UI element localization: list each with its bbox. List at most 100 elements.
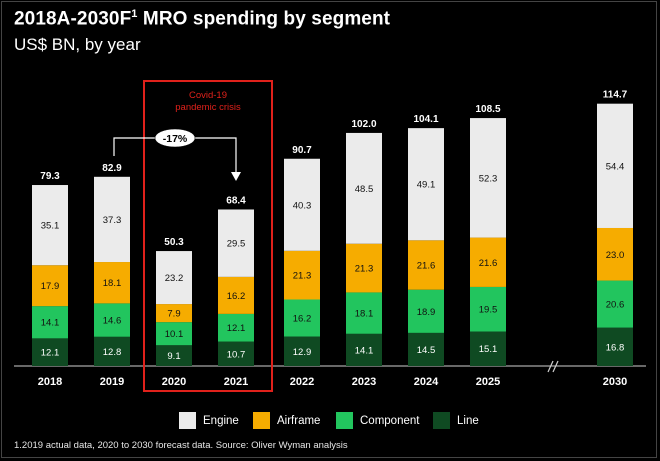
bar-segment-airframe-2020 [156,304,192,323]
axis-break-mark [547,360,559,373]
legend-airframe: Airframe [253,412,320,429]
bar-segment-engine-2020 [156,251,192,305]
legend-label-line: Line [457,414,479,427]
data-label-component-2022: 16.2 [293,314,312,325]
total-label-2018: 79.3 [40,171,60,182]
data-label-component-2018: 14.1 [41,318,60,329]
data-label-airframe-2025: 21.6 [479,258,498,269]
bar-segment-line-2019 [94,336,130,366]
bar-segment-line-2023 [346,333,382,366]
bar-segment-component-2030 [597,280,633,328]
legend-swatch-airframe [253,412,270,429]
total-label-2024: 104.1 [413,114,438,125]
bar-segment-component-2025 [470,286,506,332]
total-label-2022: 90.7 [292,145,312,156]
legend-swatch-line [433,412,450,429]
bar-segment-engine-2025 [470,118,506,238]
data-label-engine-2024: 49.1 [417,180,436,191]
data-label-engine-2021: 29.5 [227,239,246,250]
total-label-2021: 68.4 [226,195,246,206]
x-tick-label-2024: 2024 [414,376,439,388]
bar-segment-engine-2022 [284,158,320,251]
chart-title: 2018A-2030F1 MRO spending by segment [14,8,391,30]
bar-segment-line-2018 [32,338,68,366]
data-label-line-2020: 9.1 [167,351,180,362]
data-label-component-2019: 14.6 [103,316,122,327]
bar-segment-component-2018 [32,306,68,339]
data-label-component-2023: 18.1 [355,309,374,320]
footnote: 1.2019 actual data, 2020 to 2030 forecas… [14,440,348,451]
data-label-engine-2018: 35.1 [41,221,60,232]
bar-segment-airframe-2025 [470,237,506,287]
bar-segment-airframe-2022 [284,250,320,300]
bar-segment-line-2030 [597,327,633,366]
legend-engine: Engine [179,412,239,429]
legend-label-component: Component [360,414,420,427]
legend-label-airframe: Airframe [277,414,321,427]
x-tick-label-2023: 2023 [352,376,376,388]
data-label-engine-2019: 37.3 [103,215,122,226]
data-label-line-2021: 10.7 [227,349,246,360]
bar-segment-component-2021 [218,313,254,342]
bar-segment-airframe-2023 [346,243,382,293]
bar-segment-component-2022 [284,299,320,337]
data-label-line-2025: 15.1 [479,344,498,355]
legend-line: Line [433,412,479,429]
legend-label-engine: Engine [203,414,239,427]
data-label-engine-2030: 54.4 [606,161,625,172]
data-label-line-2024: 14.5 [417,345,436,356]
data-label-component-2020: 10.1 [165,329,184,340]
bar-segment-component-2023 [346,292,382,334]
x-tick-label-2018: 2018 [38,376,62,388]
covid-label-line1: Covid-19 [189,90,227,101]
data-label-component-2021: 12.1 [227,323,246,334]
data-label-engine-2023: 48.5 [355,184,374,195]
bar-segment-component-2024 [408,289,444,333]
covid-label-line2: pandemic crisis [175,102,241,113]
data-label-airframe-2018: 17.9 [41,281,60,292]
change-percent-label: -17% [163,133,188,145]
data-label-airframe-2024: 21.6 [417,261,436,272]
change-arrowhead [231,172,241,181]
data-label-airframe-2020: 7.9 [167,309,180,320]
legend-swatch-engine [179,412,196,429]
data-label-line-2022: 12.9 [293,347,312,358]
chart-subtitle: US$ BN, by year [14,35,141,54]
x-tick-label-2021: 2021 [224,376,248,388]
data-label-engine-2025: 52.3 [479,173,498,184]
bar-segment-line-2020 [156,345,192,366]
bar-segment-engine-2019 [94,176,130,263]
bar-segment-component-2020 [156,322,192,346]
data-label-line-2018: 12.1 [41,348,60,359]
data-label-engine-2022: 40.3 [293,200,312,211]
total-label-2023: 102.0 [351,119,376,130]
bar-segment-engine-2023 [346,132,382,244]
bar-segment-engine-2021 [218,209,254,277]
total-label-2020: 50.3 [164,237,184,248]
x-tick-label-2030: 2030 [603,376,627,388]
bar-segment-line-2025 [470,331,506,366]
bar-segment-airframe-2024 [408,240,444,290]
bar-segment-airframe-2018 [32,265,68,307]
data-label-line-2023: 14.1 [355,345,374,356]
data-label-airframe-2021: 16.2 [227,291,246,302]
data-label-component-2025: 19.5 [479,305,498,316]
data-label-airframe-2022: 21.3 [293,271,312,282]
data-label-line-2019: 12.8 [103,347,122,358]
data-label-airframe-2019: 18.1 [103,278,122,289]
bar-segment-airframe-2019 [94,262,130,304]
x-tick-label-2025: 2025 [476,376,500,388]
bar-segment-line-2022 [284,336,320,366]
legend-swatch-component [336,412,353,429]
x-tick-label-2022: 2022 [290,376,314,388]
bar-segment-engine-2030 [597,103,633,228]
bar-segment-airframe-2030 [597,227,633,281]
bar-segment-line-2021 [218,341,254,366]
bar-segment-engine-2018 [32,185,68,266]
total-label-2030: 114.7 [603,90,628,101]
data-label-component-2024: 18.9 [417,307,436,318]
bar-segment-line-2024 [408,332,444,366]
data-label-airframe-2030: 23.0 [606,250,625,261]
